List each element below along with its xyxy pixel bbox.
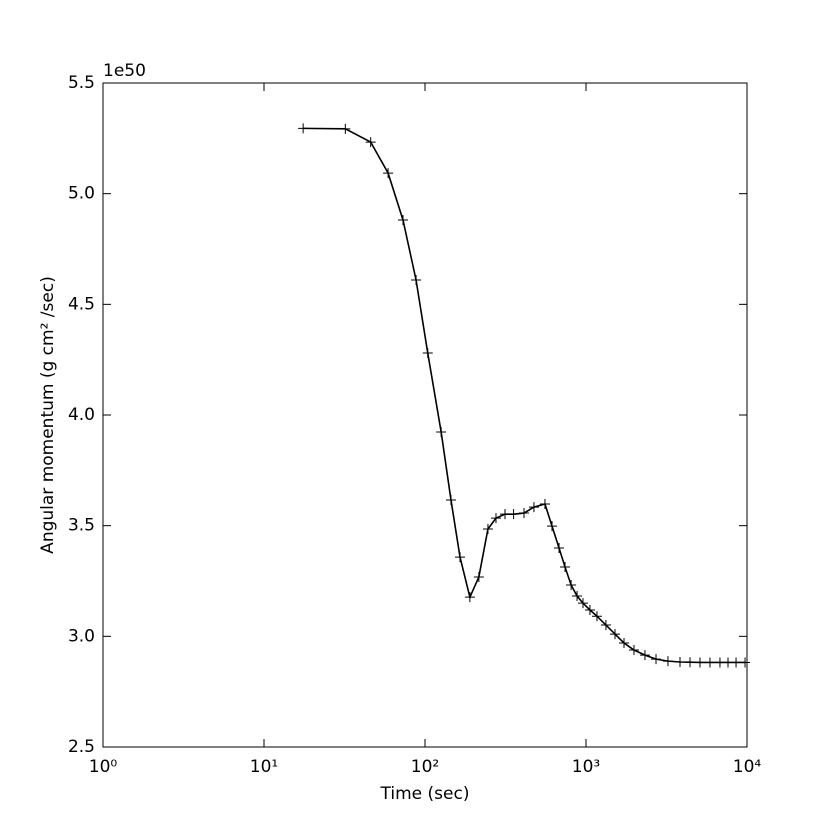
y-axis-label: Angular momentum (g cm² /sec) (38, 276, 58, 554)
x-tick-label: 10⁰ (89, 757, 118, 777)
marker (740, 657, 751, 668)
marker (490, 513, 501, 524)
marker (397, 215, 408, 226)
marker (651, 654, 662, 665)
marker (639, 650, 650, 661)
y-tick-label: 4.0 (68, 405, 95, 425)
marker (473, 572, 484, 583)
marker (383, 168, 394, 179)
marker (482, 523, 493, 534)
marker (675, 657, 686, 668)
marker (578, 598, 588, 609)
data-line (303, 127, 746, 664)
marker (731, 657, 742, 668)
marker (554, 543, 565, 554)
marker (518, 508, 529, 519)
marker (662, 656, 673, 667)
marker (500, 509, 511, 520)
marker (464, 592, 475, 603)
marker (591, 611, 602, 622)
marker (566, 579, 577, 590)
marker (455, 552, 466, 563)
y-tick-label: 2.5 (68, 737, 95, 757)
marker (560, 562, 571, 573)
plot-frame (102, 82, 748, 748)
marker (539, 498, 550, 509)
marker (694, 657, 705, 668)
marker (411, 274, 422, 285)
marker (628, 645, 639, 656)
marker (365, 137, 376, 148)
marker (422, 348, 433, 359)
y-tick-label: 5.0 (68, 184, 95, 204)
y-tick-label: 4.5 (68, 294, 95, 314)
marker (340, 123, 351, 134)
x-tick-label: 10⁴ (733, 757, 762, 777)
marker (508, 509, 519, 520)
marker (704, 657, 715, 668)
marker (619, 637, 630, 648)
marker (610, 629, 620, 640)
marker (528, 502, 539, 513)
marker (572, 591, 583, 602)
x-tick-label: 10² (411, 757, 439, 777)
y-offset-label: 1e50 (103, 61, 146, 81)
y-tick-label: 3.0 (68, 626, 95, 646)
marker (600, 620, 611, 631)
x-axis-label: Time (sec) (380, 784, 470, 804)
y-tick-label: 5.5 (68, 73, 95, 93)
marker (547, 521, 558, 532)
x-tick-label: 10³ (572, 757, 600, 777)
marker (685, 657, 696, 668)
marker (436, 427, 447, 438)
y-tick-label: 3.5 (68, 516, 95, 536)
marker (298, 123, 309, 134)
x-tick-label: 10¹ (250, 757, 278, 777)
marker (445, 494, 456, 505)
marker (584, 604, 595, 615)
